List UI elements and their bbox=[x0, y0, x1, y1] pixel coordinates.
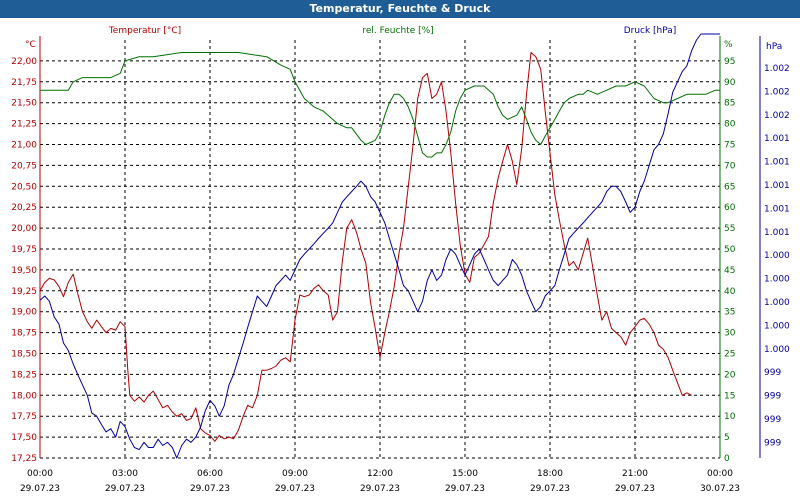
temperature-tick-label: 18,25 bbox=[11, 370, 37, 380]
humidity-tick-label: 5 bbox=[724, 433, 730, 443]
pressure-tick-label: 1.001 bbox=[764, 158, 790, 168]
humidity-tick-label: 25 bbox=[724, 350, 735, 360]
chart-canvas: 00:00 29.07.23 03:00 29.07.23 06:00 29.07.23 0… bbox=[0, 18, 800, 500]
temperature-tick-label: 17,25 bbox=[11, 454, 37, 464]
x-tick-time-label: 09:00 bbox=[282, 469, 308, 479]
x-tick-date-label: 29.07.23 bbox=[615, 484, 655, 494]
humidity-unit-label: % bbox=[724, 40, 733, 50]
temperature-tick-label: 19,25 bbox=[11, 287, 37, 297]
pressure-tick-label: 1.000 bbox=[764, 298, 790, 308]
x-tick-time-label: 03:00 bbox=[112, 469, 138, 479]
chart-area: 00:00 29.07.23 03:00 29.07.23 06:00 29.07.23 0… bbox=[0, 18, 800, 500]
x-tick-time-label: 21:00 bbox=[622, 469, 648, 479]
temperature-tick-label: 17,50 bbox=[11, 433, 37, 443]
humidity-tick-label: 60 bbox=[724, 203, 736, 213]
pressure-tick-label: 1.000 bbox=[764, 345, 790, 355]
temperature-series-line bbox=[40, 53, 692, 442]
humidity-tick-label: 30 bbox=[724, 329, 736, 339]
pressure-tick-label: 999 bbox=[764, 415, 781, 425]
temperature-tick-label: 18,75 bbox=[11, 329, 37, 339]
pressure-tick-label: 1.000 bbox=[764, 251, 790, 261]
humidity-tick-label: 65 bbox=[724, 182, 735, 192]
pressure-tick-label: 1.002 bbox=[764, 87, 790, 97]
x-tick-date-label: 29.07.23 bbox=[105, 484, 145, 494]
humidity-tick-label: 35 bbox=[724, 308, 735, 318]
temperature-tick-label: 21,50 bbox=[11, 99, 37, 109]
x-tick-date-label: 29.07.23 bbox=[360, 484, 400, 494]
humidity-series-line bbox=[40, 53, 720, 158]
temperature-tick-label: 19,50 bbox=[11, 266, 37, 276]
x-tick-date-label: 29.07.23 bbox=[275, 484, 315, 494]
temperature-tick-label: 18,50 bbox=[11, 350, 37, 360]
pressure-unit-label: hPa bbox=[766, 42, 782, 52]
humidity-tick-label: 80 bbox=[724, 120, 736, 130]
humidity-tick-label: 15 bbox=[724, 391, 735, 401]
x-tick-date-label: 29.07.23 bbox=[20, 484, 60, 494]
humidity-tick-label: 20 bbox=[724, 370, 736, 380]
x-tick-time-label: 00:00 bbox=[707, 469, 733, 479]
temperature-tick-label: 20,25 bbox=[11, 203, 37, 213]
pressure-tick-label: 1.000 bbox=[764, 321, 790, 331]
humidity-tick-label: 70 bbox=[724, 161, 736, 171]
temperature-tick-label: 21,25 bbox=[11, 120, 37, 130]
x-tick-time-label: 15:00 bbox=[452, 469, 478, 479]
pressure-tick-label: 1.001 bbox=[764, 181, 790, 191]
pressure-axis-title: Druck [hPa] bbox=[624, 26, 677, 36]
humidity-tick-label: 0 bbox=[724, 454, 730, 464]
x-tick-date-label: 29.07.23 bbox=[190, 484, 230, 494]
humidity-tick-label: 95 bbox=[724, 57, 735, 67]
x-tick-time-label: 00:00 bbox=[27, 469, 53, 479]
temperature-axis-title: Temperatur [°C] bbox=[108, 26, 181, 36]
temperature-unit-label: °C bbox=[25, 40, 36, 50]
window-title: Temperatur, Feuchte & Druck bbox=[0, 0, 800, 18]
pressure-tick-label: 999 bbox=[764, 438, 781, 448]
x-tick-time-label: 12:00 bbox=[367, 469, 393, 479]
pressure-tick-label: 999 bbox=[764, 368, 781, 378]
humidity-axis-title: rel. Feuchte [%] bbox=[362, 26, 433, 36]
humidity-tick-label: 75 bbox=[724, 141, 735, 151]
humidity-tick-label: 45 bbox=[724, 266, 735, 276]
temperature-tick-label: 20,00 bbox=[11, 224, 37, 234]
x-tick-time-label: 06:00 bbox=[197, 469, 223, 479]
pressure-tick-label: 1.001 bbox=[764, 134, 790, 144]
x-tick-time-label: 18:00 bbox=[537, 469, 563, 479]
humidity-tick-label: 85 bbox=[724, 99, 735, 109]
humidity-tick-label: 90 bbox=[724, 78, 736, 88]
temperature-tick-label: 19,75 bbox=[11, 245, 37, 255]
humidity-tick-label: 55 bbox=[724, 224, 735, 234]
pressure-tick-label: 1.002 bbox=[764, 111, 790, 121]
pressure-tick-label: 999 bbox=[764, 392, 781, 402]
x-tick-date-label: 30.07.23 bbox=[700, 484, 740, 494]
humidity-tick-label: 40 bbox=[724, 287, 736, 297]
pressure-tick-label: 1.000 bbox=[764, 275, 790, 285]
x-tick-date-label: 29.07.23 bbox=[530, 484, 570, 494]
temperature-tick-label: 20,75 bbox=[11, 161, 37, 171]
x-tick-date-label: 29.07.23 bbox=[445, 484, 485, 494]
humidity-tick-label: 10 bbox=[724, 412, 736, 422]
pressure-tick-label: 1.002 bbox=[764, 64, 790, 74]
temperature-tick-label: 19,00 bbox=[11, 308, 37, 318]
humidity-tick-label: 50 bbox=[724, 245, 736, 255]
temperature-tick-label: 22,00 bbox=[11, 57, 37, 67]
temperature-tick-label: 21,00 bbox=[11, 141, 37, 151]
temperature-tick-label: 20,50 bbox=[11, 182, 37, 192]
temperature-tick-label: 18,00 bbox=[11, 391, 37, 401]
pressure-tick-label: 1.001 bbox=[764, 228, 790, 238]
pressure-tick-label: 1.001 bbox=[764, 204, 790, 214]
temperature-tick-label: 17,75 bbox=[11, 412, 37, 422]
temperature-tick-label: 21,75 bbox=[11, 78, 37, 88]
